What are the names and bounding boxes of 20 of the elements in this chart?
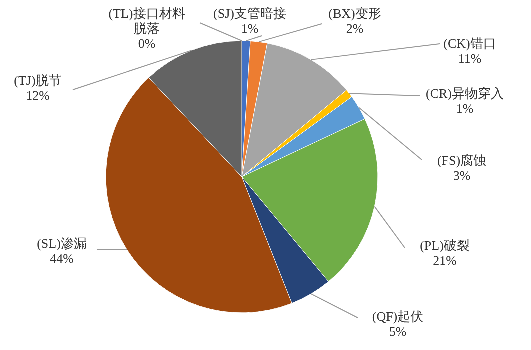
- data-label: 44%: [50, 251, 74, 266]
- text: 0%: [138, 36, 156, 51]
- data-label: 11%: [458, 51, 482, 66]
- slice-label: (SJ)支管暗接: [214, 6, 286, 21]
- data-label: 3%: [453, 168, 471, 183]
- slice-label: (BX)变形: [328, 6, 382, 21]
- slice-label: (SL)渗漏: [37, 236, 87, 251]
- data-label: 5%: [389, 324, 407, 339]
- data-label: 12%: [26, 88, 50, 103]
- category-label: (TL)接口材料脱落: [108, 6, 186, 36]
- slice-label: (FS)腐蚀: [437, 153, 487, 168]
- slice-label: (TJ)脱节: [14, 73, 62, 88]
- slice-label: (PL)破裂: [420, 238, 470, 253]
- slice-label: (QF)起伏: [372, 309, 424, 324]
- slice-label: (CK)错口: [444, 36, 496, 51]
- data-label: 2%: [346, 21, 364, 36]
- data-label: 1%: [241, 21, 259, 36]
- data-label: 21%: [433, 253, 458, 268]
- slice-label: (CR)异物穿入: [426, 86, 504, 101]
- data-label: 1%: [456, 101, 474, 116]
